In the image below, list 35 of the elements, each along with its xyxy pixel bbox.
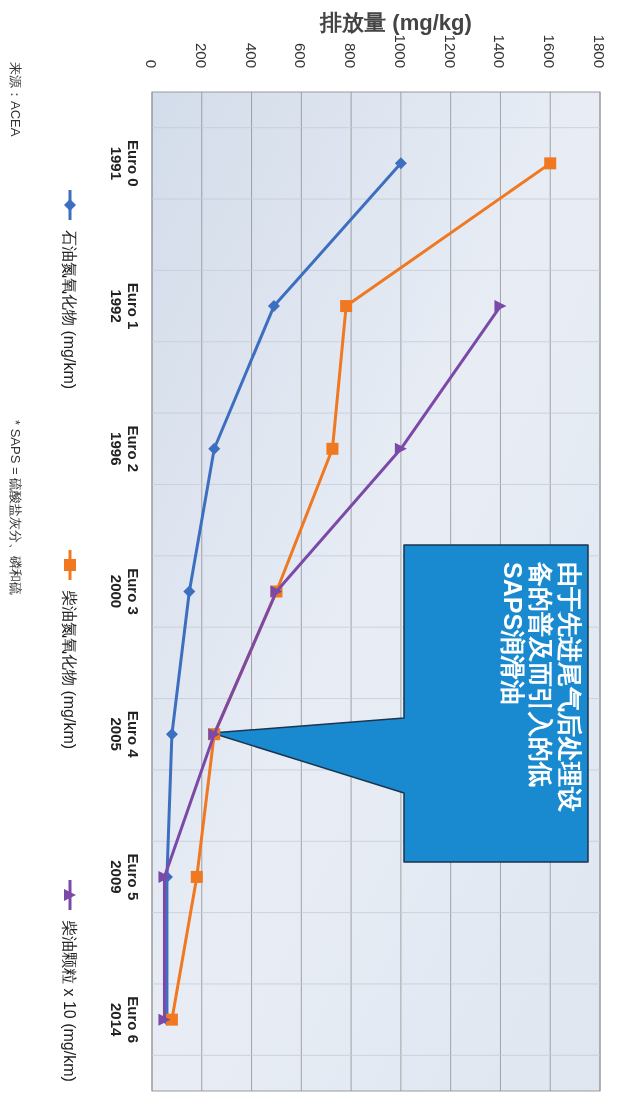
x-tick-label: 1200 (442, 34, 460, 68)
point (494, 300, 507, 313)
point (394, 157, 407, 170)
legend-label: 石油氮氧化物 (mg/km) (61, 230, 79, 390)
point (208, 442, 221, 455)
x-tick-label: 1600 (541, 34, 559, 68)
point (190, 870, 203, 883)
legend-label: 柴油氮氧化物 (mg/km) (61, 590, 79, 750)
x-tick-label: 1400 (491, 34, 509, 68)
x-axis-title: 排放量 (mg/kg) (319, 10, 472, 35)
point (394, 442, 407, 455)
y-tick-label: Euro 3 2000 (107, 568, 142, 615)
x-tick-label: 1800 (591, 34, 609, 68)
y-tick-label: Euro 4 2005 (107, 710, 142, 759)
point (544, 157, 557, 170)
source-note: 来源：ACEA (8, 62, 24, 137)
point (183, 585, 196, 598)
annotation: 由于先进尾气后处理设备的普及而引入的低SAPS润滑油 (498, 561, 584, 812)
y-tick-label: Euro 6 2014 (107, 996, 142, 1043)
text: * SAPS = 硫酸盐灰分、磷和硫 (8, 420, 24, 596)
x-tick-label: 400 (243, 42, 261, 68)
x-tick-label: 200 (193, 42, 211, 68)
legend-label: 柴油颗粒 x 10 (mg/km) (61, 920, 79, 1082)
point (340, 300, 353, 313)
point (326, 442, 339, 455)
point (267, 300, 280, 313)
y-tick-label: Euro 5 2009 (107, 853, 142, 901)
y-tick-label: Euro 0 1991 (107, 140, 142, 187)
x-tick-label: 1000 (392, 34, 410, 68)
point (165, 1013, 178, 1026)
x-tick-label: 600 (292, 42, 310, 68)
x-tick-label: 800 (342, 42, 360, 68)
y-tick-label: Euro 2 1996 (107, 425, 142, 473)
y-tick-label: Euro 1 1992 (107, 282, 142, 330)
x-tick-label: 0 (143, 59, 161, 68)
